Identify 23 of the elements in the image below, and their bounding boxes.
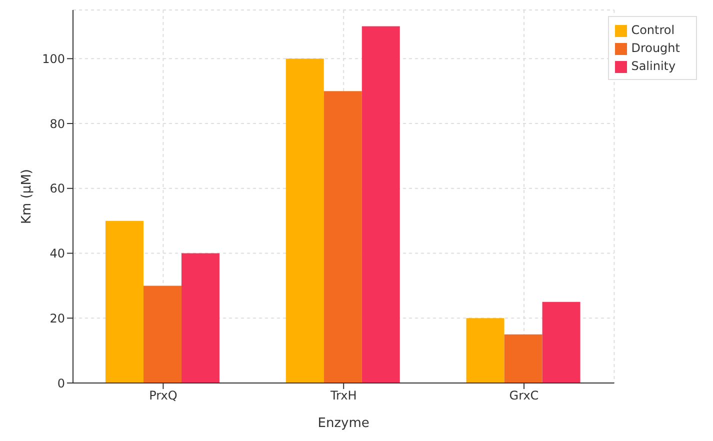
y-tick-label: 0 — [57, 376, 65, 390]
y-axis-title: Km (μM) — [20, 169, 35, 224]
bar — [181, 253, 220, 383]
bar — [286, 58, 324, 383]
bar — [324, 91, 362, 383]
x-tick-label: PrxQ — [149, 388, 178, 403]
x-tick-label: GrxC — [509, 388, 539, 403]
bar — [143, 286, 182, 383]
y-tick-label: 60 — [50, 182, 65, 196]
bar — [362, 26, 400, 383]
legend-label: Salinity — [631, 59, 676, 73]
legend-label: Drought — [631, 41, 680, 55]
legend-label: Control — [631, 23, 675, 37]
y-tick-label: 20 — [50, 311, 65, 326]
y-tick-label: 100 — [42, 52, 65, 66]
bar — [542, 302, 580, 383]
x-axis-title: Enzyme — [318, 416, 370, 431]
y-tick-label: 80 — [50, 116, 65, 131]
y-tick-label: 40 — [50, 246, 65, 261]
x-tick-label: TrxH — [329, 388, 357, 403]
bar — [466, 318, 504, 383]
bar — [504, 334, 542, 383]
bar — [105, 220, 144, 383]
